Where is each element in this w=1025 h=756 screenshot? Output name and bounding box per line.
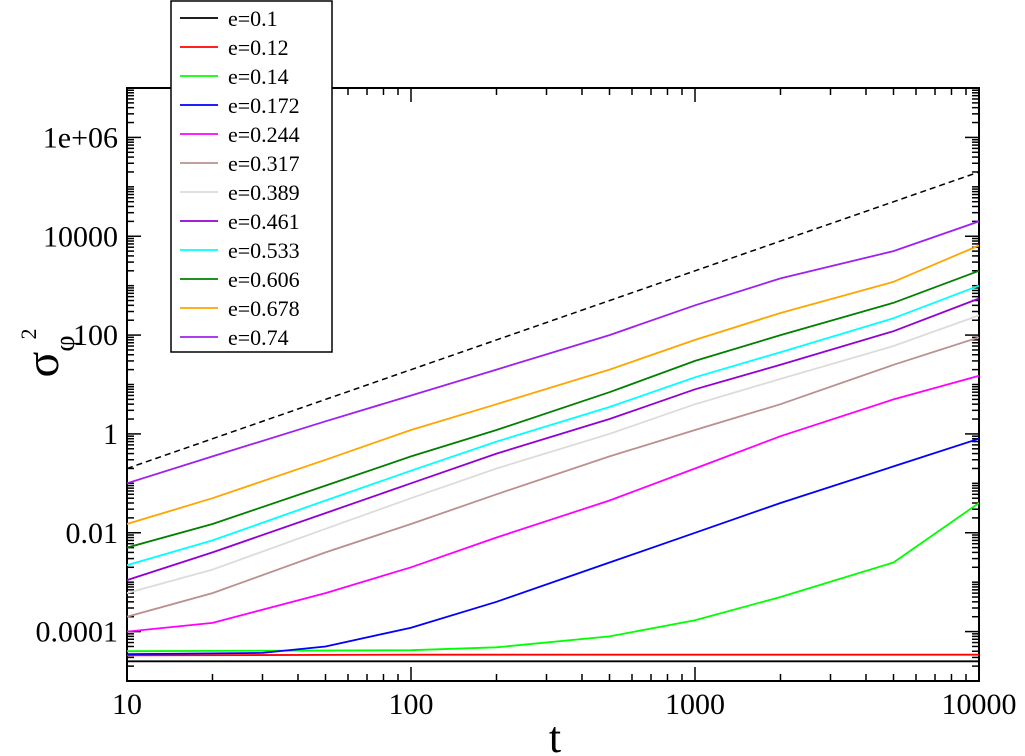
legend: e=0.1 e=0.12 e=0.14 e=0.172 e=0.244 e=0.317 e=… <box>170 0 333 353</box>
reference-line <box>127 171 979 470</box>
series-line-4 <box>127 374 979 633</box>
series-line-5 <box>127 336 979 618</box>
legend-label: e=0.317 <box>228 151 300 176</box>
legend-label: e=0.244 <box>228 122 300 147</box>
series-line-10 <box>127 244 979 525</box>
y-tick-label: 100 <box>73 319 118 352</box>
y-axis-superscript: 2 <box>16 328 41 339</box>
svg-text:σφ2: σφ2 <box>16 328 81 377</box>
series-line-1 <box>127 653 979 657</box>
legend-label: e=0.606 <box>228 267 300 292</box>
legend-label: e=0.74 <box>228 325 289 350</box>
y-tick-label: 0.01 <box>66 517 119 550</box>
legend-label: e=0.14 <box>228 64 289 89</box>
tick-labels: 10 100 1000 10000 0.0001 0.01 1 100 10000 1e+06 <box>36 121 1017 721</box>
legend-box <box>170 0 333 353</box>
legend-label: e=0.461 <box>228 209 300 234</box>
axis-titles: t σφ2 <box>16 328 561 756</box>
y-axis-title: σφ2 <box>16 328 81 377</box>
y-axis-symbol: σ <box>16 352 69 378</box>
series-line-7 <box>127 297 979 581</box>
x-axis-title: t <box>549 713 561 756</box>
x-tick-label: 10 <box>112 688 142 721</box>
series-line-2 <box>127 502 979 653</box>
legend-label: e=0.1 <box>228 6 278 31</box>
series-line-6 <box>127 314 979 594</box>
legend-label: e=0.678 <box>228 296 300 321</box>
x-tick-label: 100 <box>389 688 434 721</box>
y-tick-label: 1 <box>103 418 118 451</box>
legend-label: e=0.533 <box>228 238 300 263</box>
legend-label: e=0.172 <box>228 93 300 118</box>
x-tick-label: 1000 <box>665 688 725 721</box>
series-line-9 <box>127 269 979 549</box>
series-line-3 <box>127 437 979 655</box>
legend-label: e=0.12 <box>228 35 289 60</box>
y-tick-label: 1e+06 <box>43 121 118 154</box>
series-line-11 <box>127 220 979 485</box>
y-tick-label: 10000 <box>43 220 118 253</box>
legend-label: e=0.389 <box>228 180 300 205</box>
y-axis-subscript: φ <box>50 335 81 351</box>
x-tick-label: 10000 <box>942 688 1017 721</box>
series-line-8 <box>127 284 979 567</box>
y-tick-label: 0.0001 <box>36 616 119 649</box>
series-layer <box>127 171 979 663</box>
